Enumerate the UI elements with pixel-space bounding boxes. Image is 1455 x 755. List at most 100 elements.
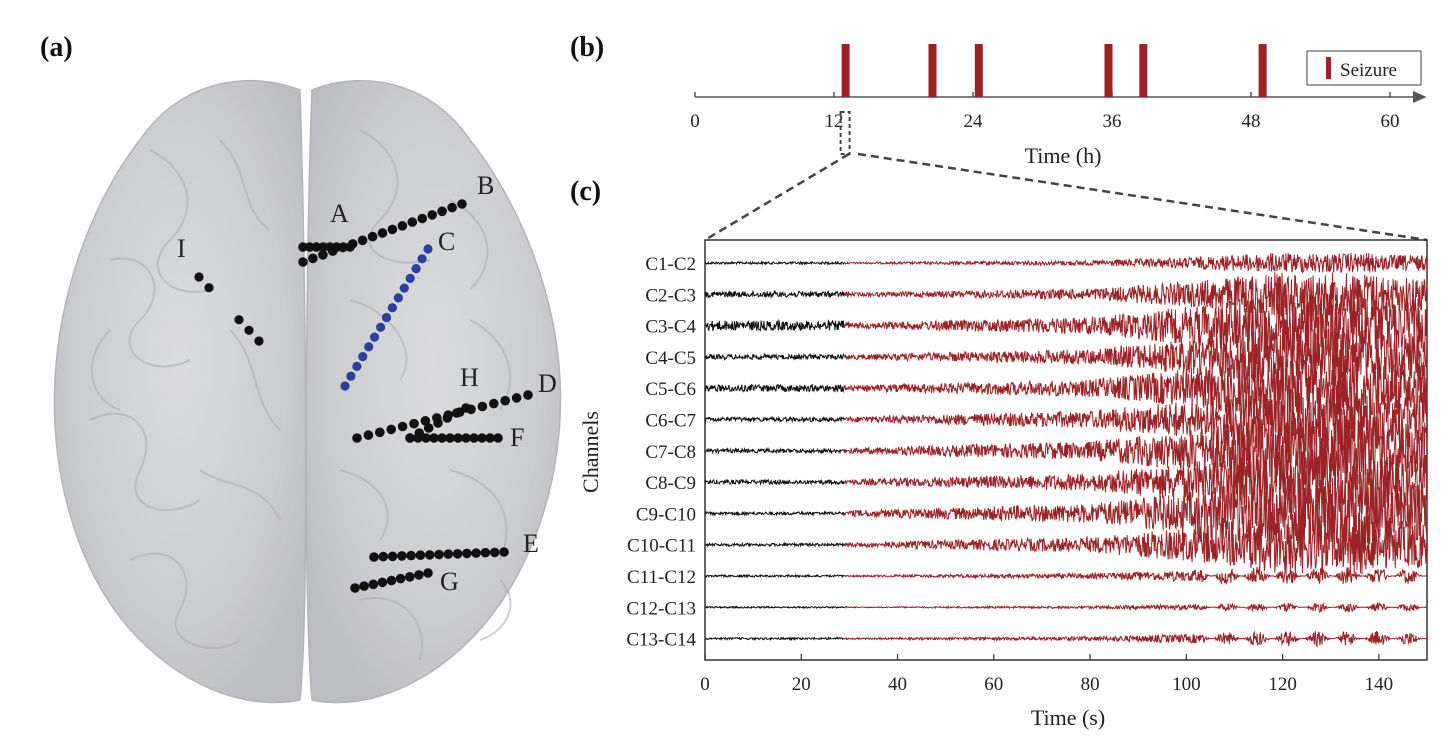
electrode-contact-d xyxy=(397,421,408,432)
electrode-contact-d xyxy=(523,390,533,400)
electrode-contact-g xyxy=(350,583,360,593)
electrode-contact-h xyxy=(461,403,471,413)
timeline-legend: Seizure xyxy=(1306,50,1422,86)
seizure-bar xyxy=(974,44,983,97)
eeg-trace-seizure xyxy=(843,475,1428,552)
eeg-channel-label: C13-C14 xyxy=(626,630,696,651)
timeline-ticks: 0 12 24 36 48 60 xyxy=(690,92,1400,132)
eeg-plot-frame xyxy=(704,239,1428,661)
electrode-contact-h xyxy=(433,418,443,428)
eeg-trace-seizure xyxy=(844,253,1428,274)
eeg-trace-seizure xyxy=(843,385,1428,454)
electrode-contact-b xyxy=(298,257,308,267)
electrode-contact-c xyxy=(423,244,433,254)
electrode-label-a: A xyxy=(330,199,349,228)
electrode-contact-b xyxy=(447,202,457,213)
electrode-contact-b xyxy=(387,224,398,235)
electrode-contact-c xyxy=(411,264,421,274)
electrode-label-f: F xyxy=(510,423,524,452)
electrode-contact-c xyxy=(393,293,403,303)
electrode-contact-c xyxy=(381,312,392,323)
electrode-contact-i xyxy=(194,272,204,282)
electrode-contact-h xyxy=(423,423,434,433)
electrode-contact-c xyxy=(405,273,415,283)
electrode-contact-d xyxy=(489,398,499,409)
seizure-bar xyxy=(841,44,850,97)
electrode-contact-g xyxy=(359,581,369,591)
electrode-contact-c xyxy=(358,352,368,362)
electrode-contact-c xyxy=(376,322,386,332)
eeg-trace-seizure xyxy=(843,448,1428,516)
eeg-trace-seizure xyxy=(844,566,1428,585)
electrode-contact-d xyxy=(363,430,374,440)
electrode-label-i: I xyxy=(177,234,186,263)
eeg-tick-label: 140 xyxy=(1365,674,1394,695)
brain-render: A B C D E F G H I xyxy=(53,79,562,704)
seizure-bar xyxy=(1258,44,1267,97)
timeline-tick-label: 60 xyxy=(1381,111,1400,132)
electrode-contact-c xyxy=(370,332,380,342)
timeline-tick-label: 0 xyxy=(690,111,700,132)
timeline-tick-label: 36 xyxy=(1103,111,1122,132)
electrode-label-c: C xyxy=(438,227,455,256)
electrode-contact-e xyxy=(378,551,389,562)
electrode-contact-f xyxy=(437,433,447,443)
eeg-channel-label: C3-C4 xyxy=(645,317,696,338)
eeg-trace-preictal xyxy=(704,605,845,610)
eeg-channel-labels: C1-C2 C2-C3 C3-C4 C4-C5 C5-C6 C6-C7 C7-C8 C8-C9… xyxy=(626,254,696,651)
electrode-contact-d xyxy=(375,427,385,438)
electrode-contact-h xyxy=(451,408,462,418)
eeg-trace-preictal xyxy=(704,415,845,424)
eeg-trace-preictal xyxy=(704,383,845,394)
eeg-trace-preictal xyxy=(704,289,845,299)
electrode-contact-e xyxy=(452,549,463,559)
eeg-tick-label: 20 xyxy=(792,674,811,695)
eeg-trace-seizure xyxy=(844,353,1428,422)
electrode-contact-i xyxy=(244,325,254,335)
right-hemisphere xyxy=(305,79,562,704)
eeg-channel-label: C11-C12 xyxy=(627,567,696,588)
electrode-contact-f xyxy=(429,433,439,443)
eeg-channel-label: C12-C13 xyxy=(626,598,696,619)
legend-swatch xyxy=(1326,57,1331,79)
electrode-contact-c xyxy=(364,342,374,352)
electrode-contact-e xyxy=(415,550,426,560)
electrode-contact-d xyxy=(477,401,488,412)
eeg-trace-seizure xyxy=(844,630,1428,648)
electrode-contact-d xyxy=(420,416,431,426)
timeline-seizure-bars xyxy=(841,44,1267,97)
eeg-trace-seizure xyxy=(843,514,1428,575)
electrode-contact-b xyxy=(347,239,358,249)
eeg-trace-preictal xyxy=(704,446,845,455)
electrode-contact-d xyxy=(409,418,419,429)
eeg-tick-label: 120 xyxy=(1268,674,1297,695)
eeg-trace-preictal xyxy=(704,352,845,362)
eeg-tick-label: 40 xyxy=(888,674,907,695)
electrode-contact-c xyxy=(387,303,397,313)
timeline-tick-label: 12 xyxy=(825,111,844,132)
electrode-contact-b xyxy=(367,231,378,242)
eeg-traces xyxy=(704,253,1428,648)
electrode-contact-b xyxy=(417,213,428,224)
electrode-contact-e xyxy=(443,549,454,559)
zoom-line-right xyxy=(857,152,1428,242)
electrode-contact-e xyxy=(480,547,491,558)
eeg-channel-label: C4-C5 xyxy=(645,348,696,369)
electrode-contact-c xyxy=(352,361,362,371)
eeg-channel-label: C1-C2 xyxy=(645,254,696,275)
seizure-bar xyxy=(1139,44,1148,97)
eeg-trace-preictal xyxy=(704,260,845,266)
electrode-label-d: D xyxy=(538,369,557,398)
electrode-contact-f xyxy=(405,433,415,443)
electrode-contact-e xyxy=(471,548,481,558)
eeg-channel-label: C6-C7 xyxy=(645,411,696,432)
electrode-contact-f xyxy=(485,433,495,443)
timeline-xlabel: Time (h) xyxy=(1025,143,1102,168)
eeg-tick-label: 80 xyxy=(1081,674,1100,695)
seizure-bar xyxy=(1104,44,1113,97)
electrode-contact-g xyxy=(368,579,379,590)
electrode-contact-e xyxy=(369,552,379,562)
electrode-contact-e xyxy=(406,550,416,561)
panel-a-label: (a) xyxy=(40,32,73,63)
